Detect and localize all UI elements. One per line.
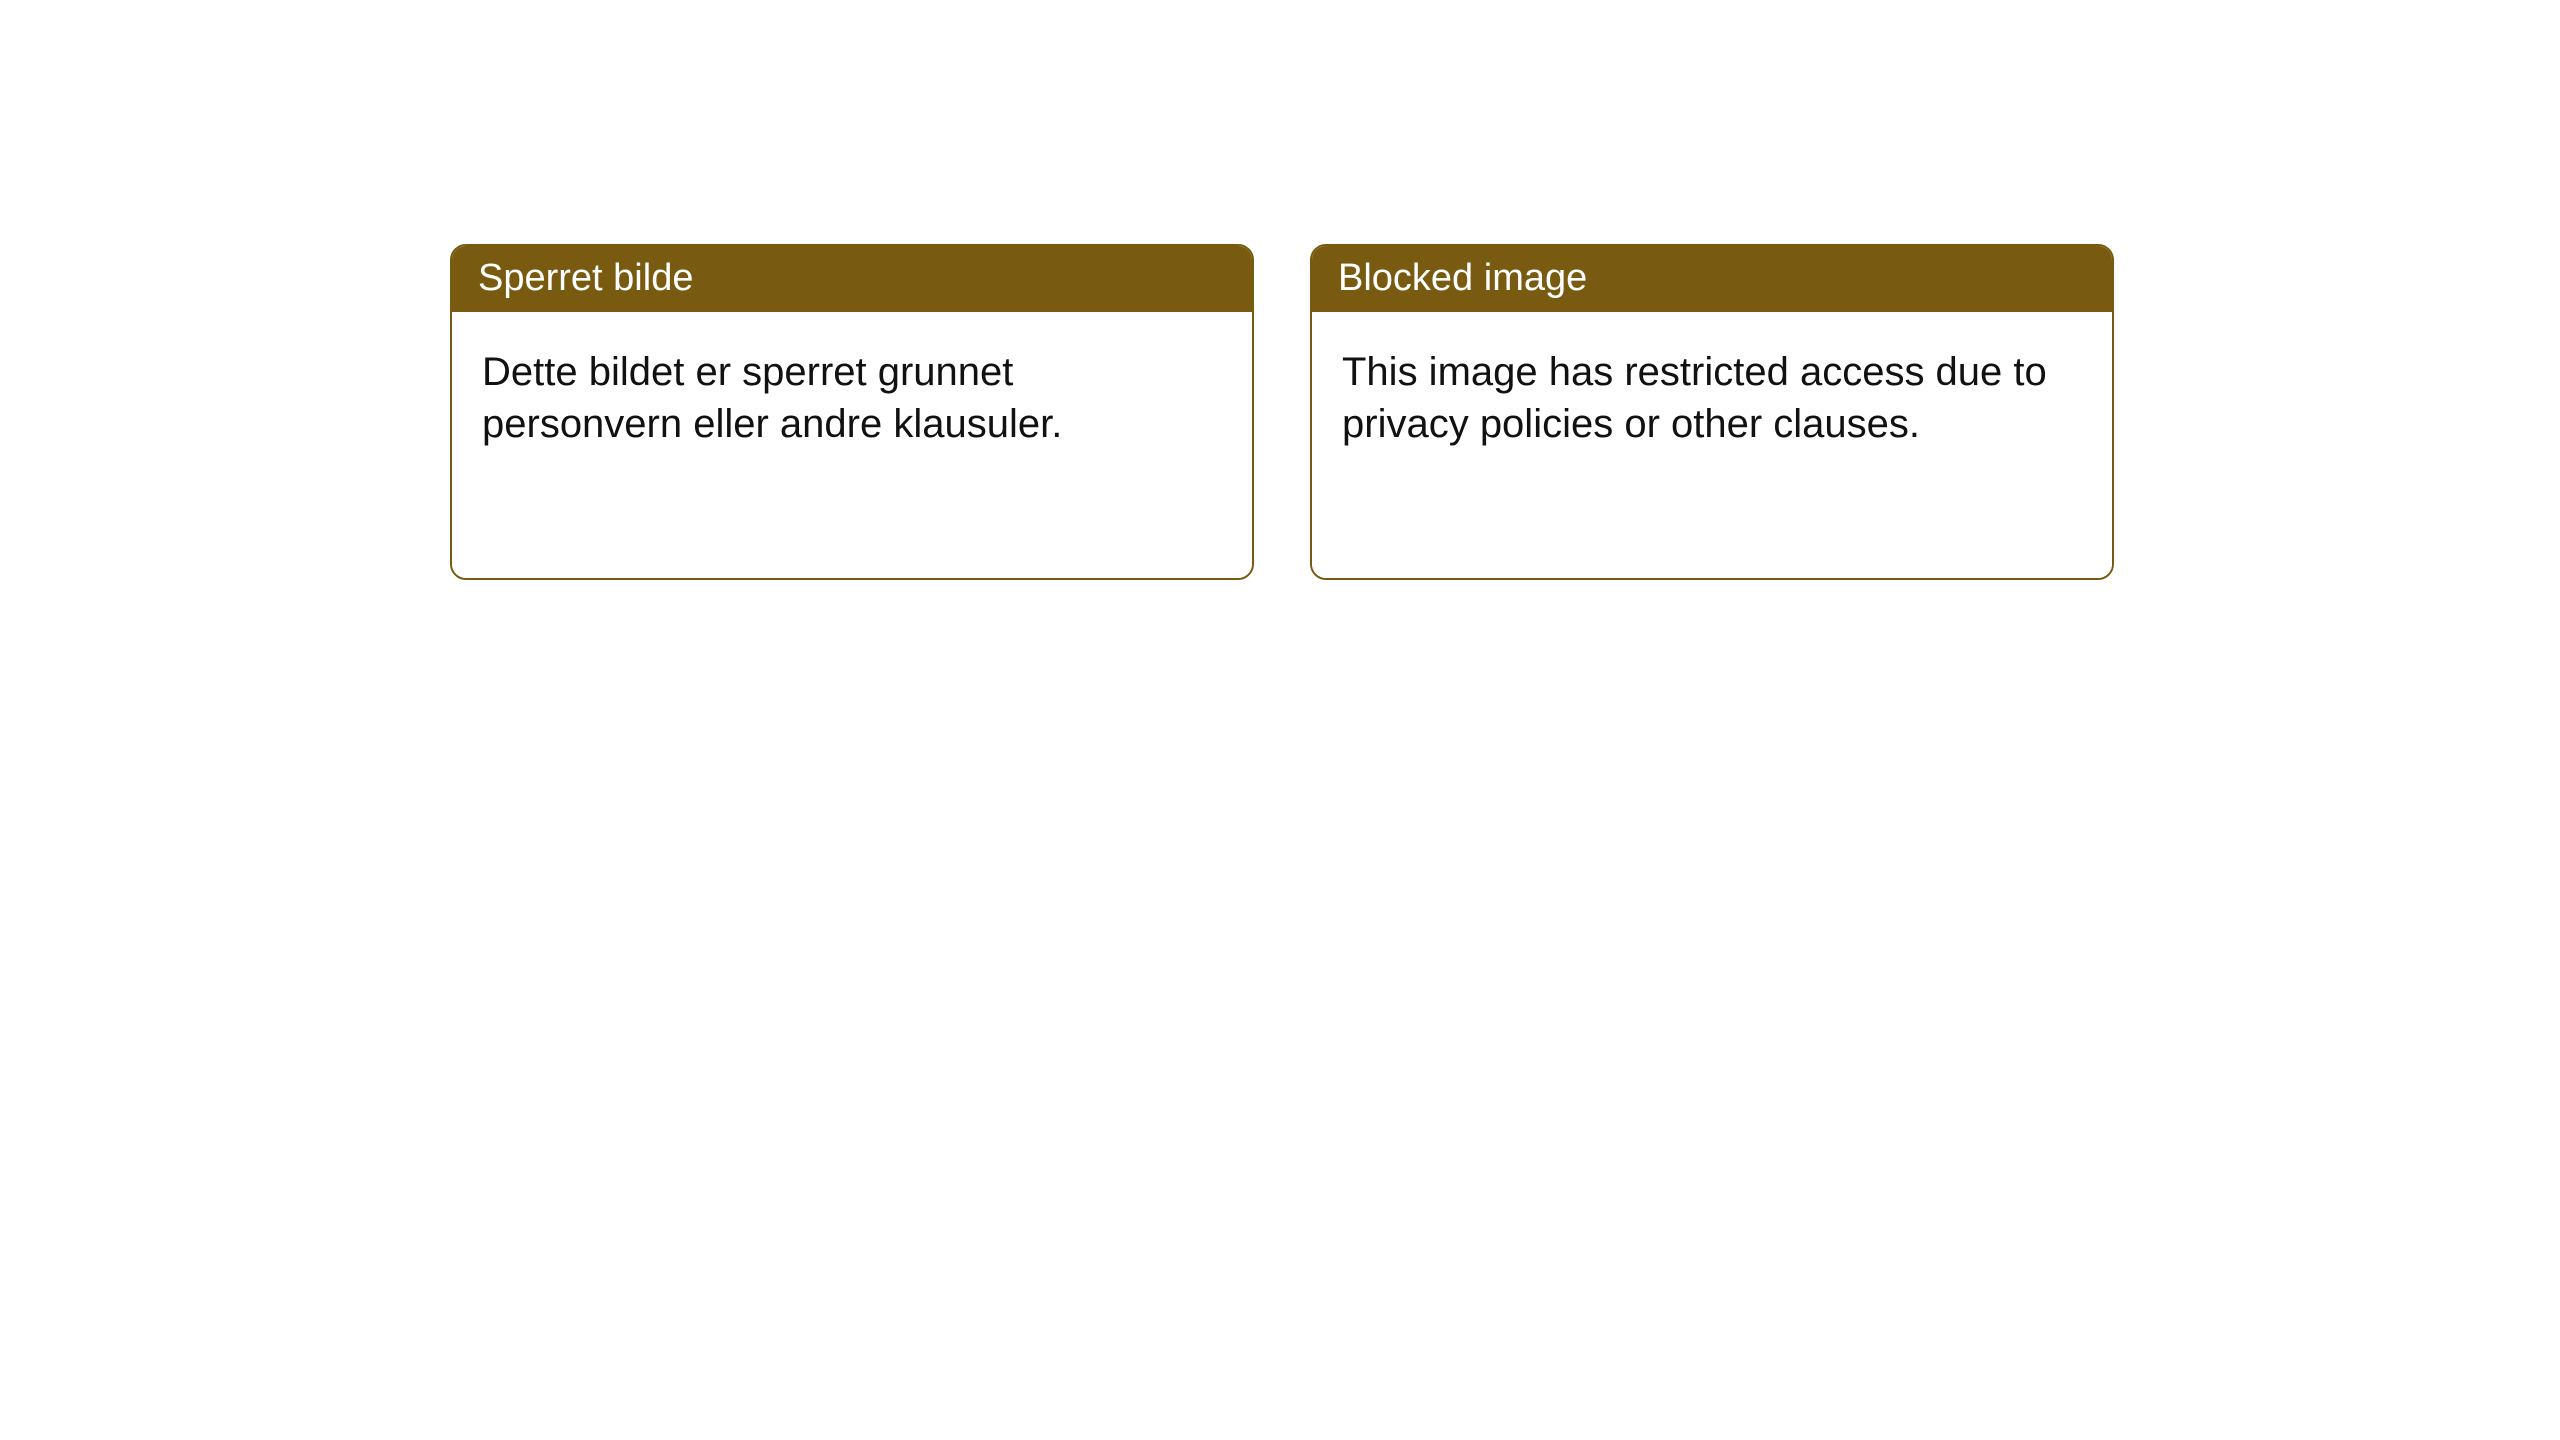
notice-card-no: Sperret bilde Dette bildet er sperret gr… <box>450 244 1254 580</box>
notice-body-no: Dette bildet er sperret grunnet personve… <box>452 312 1252 578</box>
notice-body-en: This image has restricted access due to … <box>1312 312 2112 578</box>
notice-title-no: Sperret bilde <box>452 246 1252 312</box>
notice-card-en: Blocked image This image has restricted … <box>1310 244 2114 580</box>
notice-container: Sperret bilde Dette bildet er sperret gr… <box>0 0 2560 580</box>
notice-title-en: Blocked image <box>1312 246 2112 312</box>
